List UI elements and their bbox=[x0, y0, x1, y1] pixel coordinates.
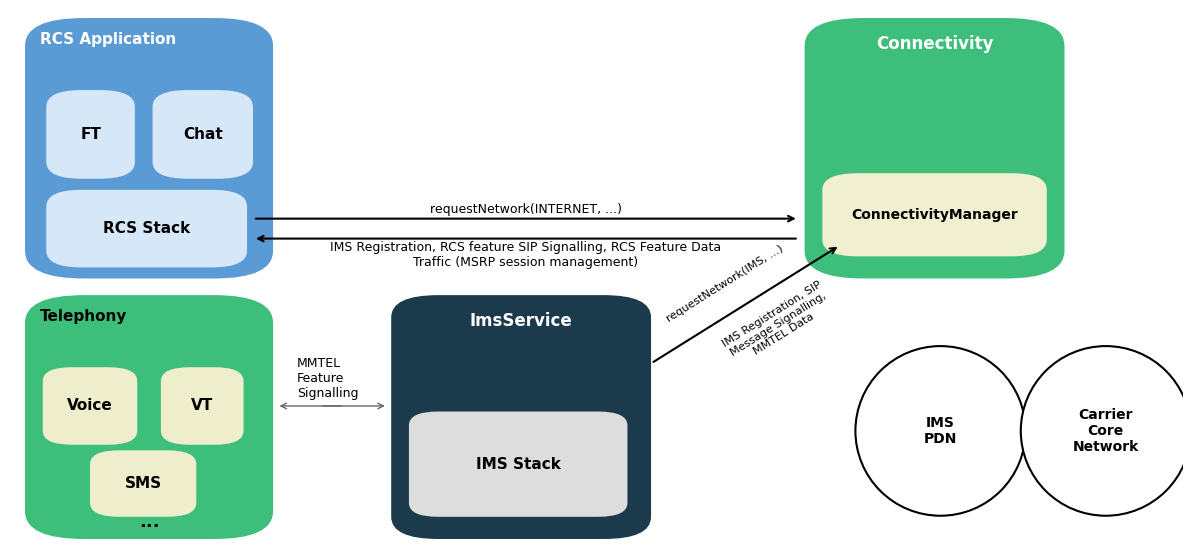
Ellipse shape bbox=[855, 346, 1025, 516]
Text: VT: VT bbox=[191, 398, 213, 413]
Ellipse shape bbox=[1021, 346, 1184, 516]
Text: ...: ... bbox=[139, 514, 160, 531]
FancyBboxPatch shape bbox=[161, 367, 244, 445]
Text: RCS Stack: RCS Stack bbox=[103, 221, 191, 236]
Text: ConnectivityManager: ConnectivityManager bbox=[851, 208, 1018, 222]
Text: ImsService: ImsService bbox=[470, 312, 573, 330]
FancyBboxPatch shape bbox=[46, 190, 247, 267]
FancyBboxPatch shape bbox=[43, 367, 137, 445]
Text: Chat: Chat bbox=[182, 127, 223, 142]
FancyBboxPatch shape bbox=[391, 295, 651, 539]
Text: Voice: Voice bbox=[67, 398, 112, 413]
Text: FT: FT bbox=[81, 127, 101, 142]
FancyBboxPatch shape bbox=[805, 18, 1064, 278]
Text: IMS Registration, SIP
Message Signalling,
MMTEL Data: IMS Registration, SIP Message Signalling… bbox=[721, 279, 836, 369]
FancyBboxPatch shape bbox=[823, 173, 1047, 256]
Text: Telephony: Telephony bbox=[40, 309, 128, 324]
Text: Carrier
Core
Network: Carrier Core Network bbox=[1073, 408, 1139, 454]
FancyBboxPatch shape bbox=[90, 450, 197, 517]
Text: Connectivity: Connectivity bbox=[876, 35, 993, 53]
Text: IMS Stack: IMS Stack bbox=[476, 457, 560, 472]
Text: RCS Application: RCS Application bbox=[40, 32, 176, 47]
FancyBboxPatch shape bbox=[25, 18, 274, 278]
Text: IMS Registration, RCS feature SIP Signalling, RCS Feature Data
Traffic (MSRP ses: IMS Registration, RCS feature SIP Signal… bbox=[330, 241, 721, 270]
Text: MMTEL
Feature
Signalling: MMTEL Feature Signalling bbox=[297, 358, 359, 400]
FancyBboxPatch shape bbox=[25, 295, 274, 539]
Text: IMS
PDN: IMS PDN bbox=[924, 416, 957, 446]
Text: SMS: SMS bbox=[124, 476, 162, 491]
FancyBboxPatch shape bbox=[408, 412, 628, 517]
Text: requestNetwork(IMS, ...): requestNetwork(IMS, ...) bbox=[665, 243, 785, 324]
Text: requestNetwork(INTERNET, ...): requestNetwork(INTERNET, ...) bbox=[430, 203, 622, 216]
FancyBboxPatch shape bbox=[153, 90, 253, 179]
FancyBboxPatch shape bbox=[46, 90, 135, 179]
